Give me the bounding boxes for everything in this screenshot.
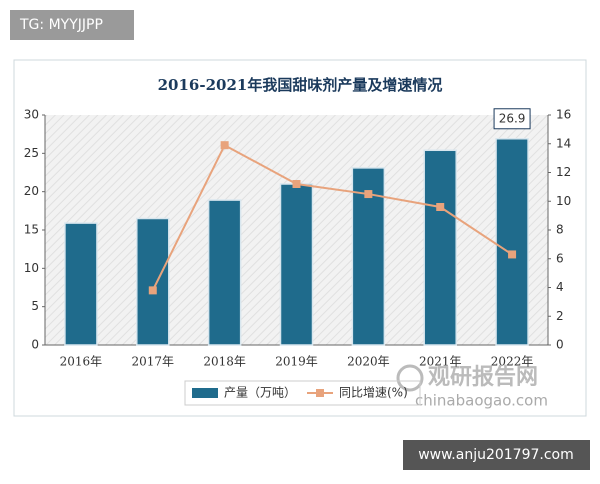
- y2-tick-label: 6: [556, 251, 564, 265]
- line-marker: [220, 141, 229, 150]
- y-tick-label: 20: [24, 184, 39, 198]
- x-tick-label: 2017年: [132, 355, 175, 369]
- line-marker: [436, 203, 445, 211]
- x-tick-label: 2021年: [419, 355, 462, 369]
- legend-label: 同比增速(%): [339, 386, 408, 400]
- line: [151, 143, 513, 291]
- value-label-box: [493, 108, 531, 130]
- legend-swatch: [192, 388, 218, 398]
- y-tick-label: 30: [24, 108, 39, 122]
- watermark-box: [403, 440, 590, 470]
- y-tick-label: 15: [24, 223, 39, 237]
- y2-tick-label: 8: [556, 223, 564, 237]
- bar: [64, 222, 98, 346]
- chart-title: 2016-2021年我国甜味剂产量及增速情况: [158, 76, 443, 94]
- brand-name: 观研报告网: [428, 365, 538, 390]
- x-tick-label: 2022年: [491, 355, 534, 369]
- y-tick-label: 5: [31, 299, 39, 313]
- watermark-text: TG: MYYJJPP: [19, 17, 103, 33]
- bar: [495, 138, 529, 346]
- y2-tick-label: 12: [556, 165, 571, 179]
- y-tick-label: 0: [31, 338, 39, 352]
- bar: [207, 199, 242, 346]
- watermark-text: www.anju201797.com: [418, 447, 574, 463]
- x-tick-label: 2020年: [347, 355, 390, 369]
- watermark-box: [10, 10, 134, 40]
- value-label: 26.9: [499, 111, 526, 125]
- line-marker: [508, 250, 517, 259]
- line-marker: [364, 190, 373, 199]
- y2-tick-label: 10: [556, 194, 571, 208]
- y2-tick-label: 0: [556, 338, 564, 352]
- line-marker: [292, 180, 301, 188]
- legend-label: 产量（万吨）: [224, 386, 296, 400]
- y2-tick-label: 2: [556, 309, 564, 323]
- bar: [279, 183, 314, 346]
- bar: [423, 149, 457, 346]
- legend-box: [184, 380, 421, 406]
- y-tick-label: 10: [24, 261, 39, 275]
- y2-tick-label: 16: [556, 108, 571, 122]
- line-marker: [148, 286, 157, 295]
- brand-logo: [396, 364, 424, 392]
- y-tick-label: 25: [24, 146, 39, 160]
- legend-swatch: [316, 389, 324, 397]
- x-tick-label: 2019年: [275, 355, 318, 369]
- x-tick-label: 2018年: [203, 355, 246, 369]
- y2-tick-label: 4: [556, 280, 564, 294]
- bar: [136, 217, 170, 346]
- x-tick-label: 2016年: [60, 355, 103, 369]
- brand-url: chinabaogao.com: [415, 392, 548, 410]
- y2-tick-label: 14: [556, 136, 571, 150]
